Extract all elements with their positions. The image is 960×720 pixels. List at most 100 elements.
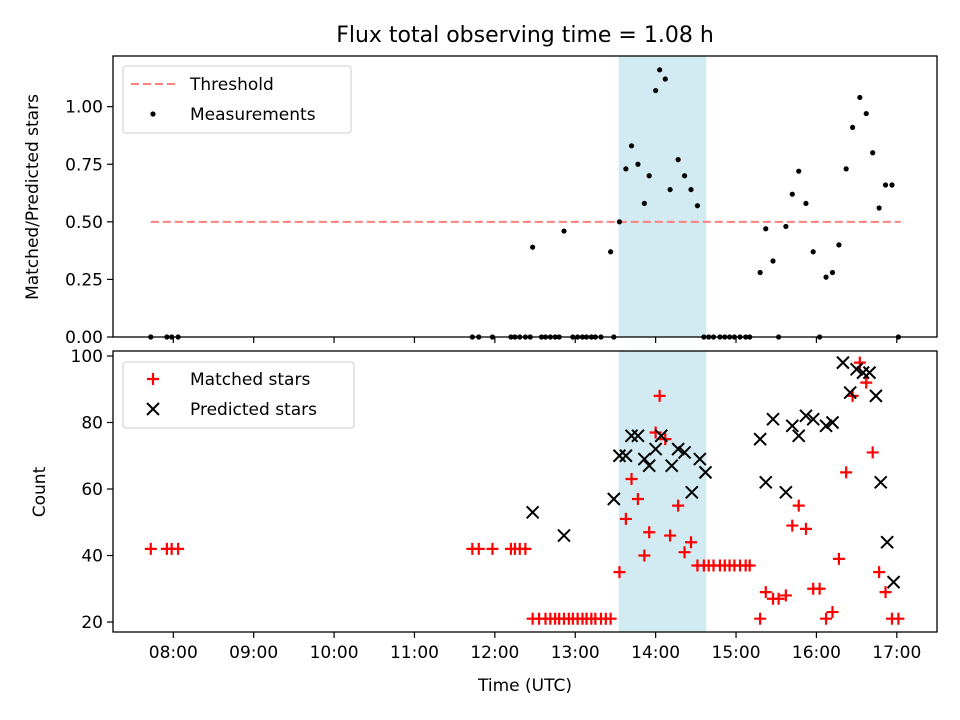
- highlight-span-band: [618, 56, 707, 337]
- predicted-star-marker: [785, 419, 800, 433]
- measurement-point: [857, 94, 863, 101]
- predicted-star-marker: [819, 419, 833, 433]
- x-tick-label: 16:00: [792, 643, 841, 663]
- x-tick-label: 12:00: [470, 643, 519, 663]
- matched-star-marker: [892, 612, 905, 625]
- measurement-point: [843, 166, 849, 172]
- y-tick-label: 0.50: [65, 213, 103, 233]
- predicted-star-marker: [607, 492, 621, 506]
- matched-star-marker: [786, 519, 799, 532]
- bottom-axes-frame: [112, 350, 938, 633]
- x-tick-label: 10:00: [310, 643, 359, 663]
- top-axes-frame: [112, 55, 938, 338]
- matched-star-marker: [873, 566, 886, 579]
- matched-star-marker: [613, 566, 626, 579]
- measurement-point: [662, 76, 668, 82]
- predicted-star-marker: [693, 452, 707, 466]
- top-panel: 0.00 0.25 0.50 0.75 1.00 Matched/Predicted s…: [23, 55, 938, 348]
- predicted-star-marker: [557, 528, 571, 543]
- matched-star-marker: [832, 552, 845, 565]
- predicted-star-marker: [862, 365, 877, 380]
- measurement-point: [623, 166, 629, 172]
- predicted-star-marker: [685, 485, 699, 500]
- measurement-point: [675, 157, 681, 163]
- measurement-point: [789, 191, 795, 197]
- measurement-point: [876, 205, 882, 211]
- x-tick-label: 13:00: [551, 643, 600, 663]
- matched-star-marker: [792, 499, 805, 512]
- matched-star-marker: [799, 522, 812, 535]
- predicted-star-marker: [843, 385, 857, 400]
- predicted-star-marker: [698, 465, 713, 480]
- measurement-point: [836, 242, 842, 248]
- measurement-point: [796, 168, 802, 174]
- measurement-point: [763, 226, 769, 232]
- top-y-axis-label: Matched/Predicted stars: [23, 94, 43, 300]
- predicted-star-marker: [856, 365, 870, 380]
- measurement-point: [688, 186, 694, 193]
- measurement-point: [870, 150, 876, 156]
- matched-legend-label: Matched stars: [190, 370, 310, 390]
- measurement-point: [681, 173, 688, 179]
- measurement-point: [694, 203, 701, 209]
- measurement-point: [653, 87, 659, 94]
- matched-star-marker: [879, 586, 892, 599]
- measurements-legend-label: Measurements: [190, 105, 316, 125]
- measurement-point: [829, 269, 836, 276]
- measurement-point: [757, 269, 763, 276]
- predicted-star-marker: [849, 362, 864, 376]
- predicted-star-marker: [677, 445, 692, 460]
- predicted-star-marker: [665, 459, 679, 473]
- bottom-y-axis-label: Count: [30, 466, 50, 517]
- x-axis-label: Time (UTC): [477, 676, 572, 696]
- matched-star-marker: [653, 389, 666, 402]
- predicted-star-marker: [886, 575, 901, 589]
- matched-star-marker: [519, 542, 532, 555]
- predicted-star-marker: [753, 432, 767, 446]
- matched-star-marker: [860, 376, 873, 389]
- threshold-legend-label: Threshold: [189, 75, 274, 95]
- predicted-star-marker: [880, 535, 894, 549]
- predicted-star-marker: [637, 452, 652, 466]
- measurement-point: [863, 110, 869, 117]
- measurement-point: [635, 161, 641, 167]
- predicted-legend-swatch: [146, 402, 160, 416]
- predicted-star-marker: [799, 409, 813, 423]
- y-tick-label: 0.75: [65, 155, 103, 175]
- measurement-point: [616, 219, 623, 225]
- measurement-point: [889, 182, 895, 188]
- matched-star-marker: [643, 526, 656, 539]
- predicted-star-marker: [759, 475, 773, 490]
- x-tick-label: 17:00: [872, 643, 921, 663]
- top-legend: Threshold Measurements: [122, 65, 352, 134]
- predicted-star-marker: [525, 505, 540, 519]
- matched-legend-swatch: [147, 373, 159, 385]
- bottom-panel: 20 40 60 80 100 08:00 09:00 10:00 11:00 12:00 13:…: [30, 347, 938, 696]
- matched-star-marker: [754, 612, 767, 625]
- y-tick-label: 0.25: [65, 270, 103, 290]
- y-tick-label: 1.00: [65, 98, 103, 118]
- y-tick-label: 60: [81, 480, 103, 500]
- matched-star-marker: [604, 612, 617, 625]
- y-tick-label: 0.00: [65, 328, 103, 348]
- predicted-star-marker: [619, 449, 633, 463]
- measurement-point: [810, 249, 816, 255]
- matched-star-marker: [759, 586, 772, 599]
- x-tick-label: 09:00: [229, 643, 278, 663]
- figure-title: Flux total observing time = 1.08 h: [336, 23, 714, 48]
- measurement-point: [530, 244, 536, 250]
- top-highlight-span: [618, 56, 707, 337]
- y-tick-label: 100: [71, 347, 103, 367]
- predicted-star-marker: [671, 442, 685, 456]
- matched-star-marker: [826, 606, 839, 619]
- measurement-point: [561, 228, 567, 234]
- predicted-star-marker: [612, 449, 627, 463]
- matched-star-marker: [172, 542, 185, 555]
- matched-star-marker: [649, 426, 662, 439]
- x-tick-label: 14:00: [631, 643, 680, 663]
- matched-star-marker: [678, 546, 691, 559]
- matched-star-marker: [840, 466, 853, 479]
- predicted-star-marker: [806, 412, 820, 426]
- matched-star-marker: [472, 542, 485, 555]
- measurement-point: [882, 182, 889, 188]
